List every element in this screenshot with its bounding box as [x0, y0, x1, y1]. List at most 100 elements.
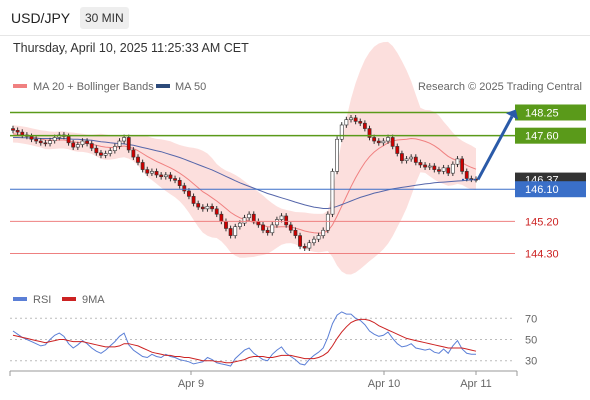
rsi-panel: 70 50 30 — [10, 311, 537, 368]
candle-down — [228, 228, 233, 236]
candle-up — [381, 140, 386, 144]
candle-down — [15, 130, 20, 133]
candle-down — [154, 171, 159, 176]
timeframe-badge[interactable]: 30 MIN — [80, 7, 129, 29]
candle-up — [335, 138, 340, 172]
candle-down — [187, 190, 191, 197]
candle-down — [196, 203, 201, 208]
candle-up — [312, 238, 316, 244]
candle-up — [237, 222, 242, 227]
support-label: 144.30 — [525, 248, 559, 260]
candle-down — [173, 178, 177, 181]
candle-down — [219, 213, 224, 222]
candle-down — [43, 142, 48, 145]
candle-down — [395, 146, 400, 154]
rsi-tick-label: 70 — [525, 313, 537, 325]
candle-up — [339, 124, 344, 140]
candle-down — [293, 229, 298, 236]
candle-up — [242, 217, 247, 224]
candle-down — [210, 206, 214, 210]
candle-down — [200, 206, 205, 210]
candle-up — [275, 219, 279, 226]
candle-down — [34, 138, 39, 142]
x-axis: Apr 9 Apr 10 Apr 11 — [9, 370, 518, 390]
candle-up — [330, 171, 335, 215]
forecast-arrow-shaft — [476, 115, 514, 181]
candle-down — [177, 179, 182, 186]
candle-up — [325, 213, 330, 231]
legend-swatch-ma20 — [13, 84, 27, 88]
candle-down — [182, 185, 187, 192]
candle-down — [265, 229, 270, 234]
resistance-label: 147.60 — [525, 131, 559, 143]
candle-up — [455, 158, 460, 165]
candle-down — [131, 149, 136, 158]
bollinger-band — [13, 41, 476, 275]
resistance-label-bg — [515, 104, 586, 121]
x-axis-label: Apr 9 — [178, 378, 204, 390]
candle-down — [20, 131, 25, 136]
candle-up — [117, 140, 122, 147]
candle-down — [372, 137, 377, 142]
candle-down — [168, 174, 173, 179]
candle-up — [307, 242, 312, 249]
rsi-line — [12, 311, 476, 367]
candle-up — [48, 140, 52, 144]
legend-swatch-rsi-ma — [62, 297, 76, 301]
candle-down — [38, 140, 43, 144]
candle-up — [163, 174, 168, 178]
candle-up — [321, 229, 326, 236]
candle-down — [99, 152, 103, 156]
candle-up — [112, 146, 117, 151]
candle-down — [460, 158, 465, 172]
pivot-label: 146.10 — [525, 184, 559, 196]
candle-down — [353, 117, 358, 122]
candle-down — [126, 137, 131, 151]
x-axis-label: Apr 11 — [460, 378, 492, 390]
candle-up — [247, 213, 252, 219]
candle-up — [80, 140, 85, 145]
support-label: 145.20 — [525, 216, 559, 228]
candle-down — [224, 221, 228, 229]
candle-up — [75, 144, 80, 148]
candle-down — [288, 224, 293, 231]
candle-down — [94, 147, 99, 154]
candle-up — [270, 224, 275, 234]
candle-down — [362, 122, 367, 129]
candle-down — [71, 142, 76, 148]
candle-up — [404, 158, 409, 161]
candle-down — [423, 164, 427, 168]
chart-timestamp: Thursday, April 10, 2025 11:25:33 AM CET — [13, 41, 249, 55]
candle-down — [191, 196, 196, 204]
candle-down — [89, 143, 94, 149]
candle-down — [11, 128, 15, 131]
candle-down — [358, 121, 363, 124]
candle-up — [344, 119, 349, 126]
candle-up — [409, 156, 414, 160]
header-divider — [0, 35, 590, 36]
legend-label-rsi-ma: 9MA — [82, 294, 105, 306]
candle-up — [233, 226, 238, 236]
legend-swatch-ma50 — [156, 84, 170, 88]
candle-up — [450, 163, 455, 174]
candle-down — [145, 169, 150, 174]
candle-down — [302, 246, 307, 249]
candle-down — [261, 224, 265, 231]
candle-up — [103, 153, 108, 156]
candle-up — [279, 215, 284, 220]
candle-down — [256, 221, 261, 226]
legend-label-ma20: MA 20 + Bollinger Bands — [33, 81, 154, 93]
resistance-label: 148.25 — [525, 107, 559, 119]
candle-up — [108, 150, 113, 154]
candle-up — [316, 235, 321, 240]
research-credit: Research © 2025 Trading Central — [418, 81, 582, 93]
legend-label-rsi: RSI — [33, 294, 51, 306]
legend-label-ma50: MA 50 — [175, 81, 206, 93]
candle-down — [159, 174, 164, 178]
candle-up — [205, 206, 210, 210]
candle-up — [441, 167, 446, 172]
top-bar: USD/JPY 30 MIN — [0, 0, 590, 36]
candle-down — [66, 136, 71, 144]
